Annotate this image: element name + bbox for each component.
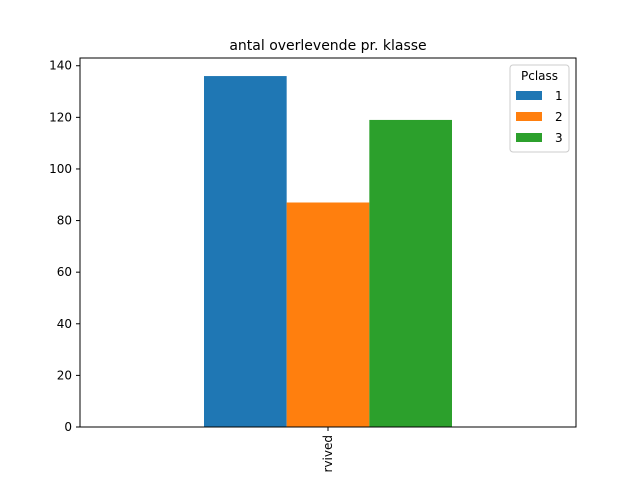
x-axis: rvived — [321, 427, 335, 472]
legend-label-1: 1 — [555, 89, 563, 103]
x-tick-label: rvived — [321, 435, 335, 472]
legend-swatch-3 — [516, 133, 542, 142]
bars — [204, 76, 452, 428]
y-tick-label: 120 — [49, 110, 72, 124]
legend-box — [509, 64, 570, 153]
legend-swatch-1 — [516, 91, 542, 100]
y-tick-label: 100 — [49, 162, 72, 176]
y-tick-label: 80 — [57, 214, 72, 228]
legend-label-3: 3 — [555, 131, 563, 145]
bar-pclass-3 — [369, 119, 452, 428]
bar-pclass-2 — [286, 202, 370, 427]
y-tick-label: 60 — [57, 265, 72, 279]
y-axis: 0 20 40 60 80 100 120 140 — [49, 59, 80, 434]
y-tick-label: 20 — [57, 368, 72, 382]
legend-swatch-2 — [516, 112, 542, 121]
legend-label-2: 2 — [555, 110, 563, 124]
chart-title: antal overlevende pr. klasse — [229, 38, 426, 54]
y-tick-label: 0 — [64, 420, 72, 434]
legend-title: Pclass — [521, 69, 558, 83]
y-tick-label: 40 — [57, 317, 72, 331]
y-tick-label: 140 — [49, 59, 72, 73]
bar-pclass-1 — [204, 76, 287, 428]
legend: Pclass 1 2 3 — [509, 64, 570, 153]
